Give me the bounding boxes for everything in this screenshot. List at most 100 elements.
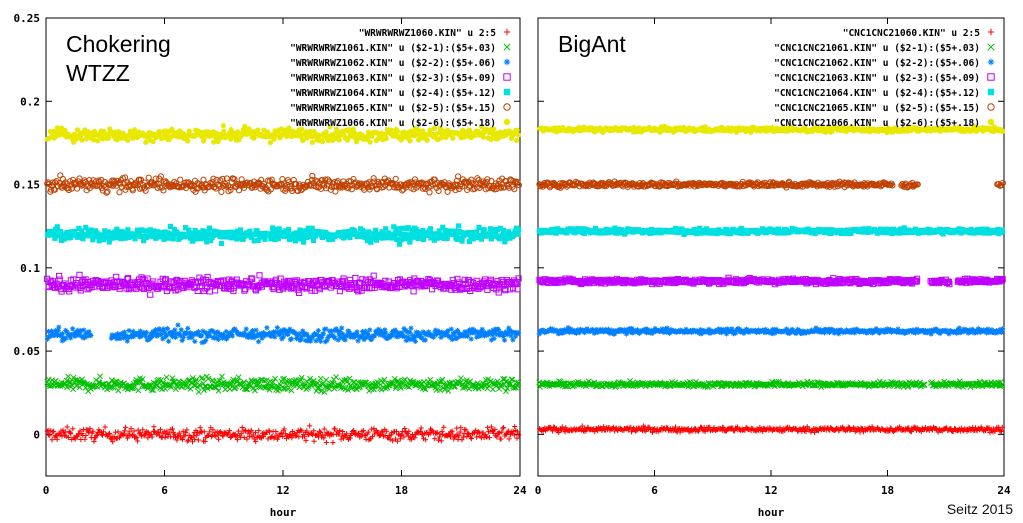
data-point xyxy=(43,275,51,282)
data-point xyxy=(363,334,369,341)
data-point xyxy=(332,426,338,432)
data-point xyxy=(134,438,141,444)
data-point xyxy=(515,275,522,282)
data-point xyxy=(151,228,157,234)
data-point xyxy=(508,376,515,383)
series-5 xyxy=(44,172,522,196)
data-point xyxy=(473,229,480,235)
data-point xyxy=(577,426,583,432)
data-point xyxy=(414,332,420,338)
data-point xyxy=(196,230,202,236)
data-point xyxy=(320,331,326,337)
data-point xyxy=(315,284,322,291)
data-point xyxy=(90,428,96,434)
data-point xyxy=(439,376,446,383)
data-point xyxy=(285,331,291,337)
data-point xyxy=(192,338,198,344)
data-point xyxy=(208,237,214,243)
data-point xyxy=(350,175,357,183)
data-point xyxy=(430,332,436,339)
data-point xyxy=(49,179,56,186)
y-axis: 00.050.10.150.20.25 xyxy=(14,12,520,441)
data-point xyxy=(256,272,263,279)
data-point xyxy=(309,139,315,145)
data-point xyxy=(371,231,377,237)
data-point xyxy=(223,175,230,182)
data-point xyxy=(147,335,153,342)
data-point xyxy=(412,334,418,340)
data-point xyxy=(499,429,505,435)
data-point xyxy=(432,329,438,335)
data-point xyxy=(488,177,495,185)
data-point xyxy=(411,176,419,183)
data-point xyxy=(513,137,520,143)
data-point xyxy=(131,127,138,133)
data-point xyxy=(512,333,519,339)
data-point xyxy=(76,271,83,278)
data-point xyxy=(424,137,430,143)
data-point xyxy=(444,188,451,195)
data-point xyxy=(460,434,466,440)
data-point xyxy=(365,232,371,238)
data-point xyxy=(83,136,90,142)
data-point xyxy=(255,127,261,133)
data-point xyxy=(267,186,274,193)
data-point xyxy=(270,379,277,385)
data-point xyxy=(153,327,159,333)
data-point xyxy=(498,381,505,388)
data-point xyxy=(314,332,320,338)
data-point xyxy=(124,435,131,441)
data-point xyxy=(146,333,153,339)
data-point xyxy=(804,424,810,430)
data-point xyxy=(332,335,338,341)
data-point xyxy=(504,330,511,337)
data-point xyxy=(160,233,166,239)
data-point xyxy=(105,135,111,141)
data-point xyxy=(431,237,438,243)
data-point xyxy=(406,384,412,390)
data-point xyxy=(103,189,110,196)
data-point xyxy=(321,435,327,441)
data-point xyxy=(383,226,389,232)
data-point xyxy=(153,235,159,241)
data-point xyxy=(272,236,278,243)
data-point xyxy=(294,187,302,195)
data-point xyxy=(912,424,918,430)
data-point xyxy=(88,332,94,339)
data-point xyxy=(143,329,150,335)
data-point xyxy=(270,227,276,233)
data-point xyxy=(344,387,351,393)
data-point xyxy=(369,336,375,342)
data-point xyxy=(54,224,60,230)
data-point xyxy=(266,429,273,435)
data-point xyxy=(472,328,479,334)
data-point xyxy=(145,337,151,343)
data-point xyxy=(161,326,167,332)
data-point xyxy=(403,337,409,344)
data-point xyxy=(618,426,625,432)
data-point xyxy=(202,438,208,445)
data-point xyxy=(492,329,498,335)
data-point xyxy=(113,273,120,281)
data-point xyxy=(51,428,57,434)
series-1 xyxy=(44,373,522,395)
data-point xyxy=(206,332,213,338)
data-point xyxy=(98,176,105,184)
data-point xyxy=(408,235,414,241)
data-point xyxy=(129,187,136,194)
x-tick-label: 12 xyxy=(276,484,289,497)
data-point xyxy=(137,328,143,334)
data-point xyxy=(459,437,465,443)
data-point xyxy=(455,173,462,180)
data-point xyxy=(514,178,521,186)
y-tick-label: 0.25 xyxy=(14,12,41,25)
data-point xyxy=(121,335,127,341)
data-point xyxy=(206,225,212,231)
data-point xyxy=(328,328,335,334)
data-point xyxy=(299,235,305,241)
data-point xyxy=(304,428,310,434)
data-point xyxy=(278,328,284,334)
data-point xyxy=(187,330,194,336)
data-point xyxy=(253,378,260,385)
data-point xyxy=(186,227,192,233)
